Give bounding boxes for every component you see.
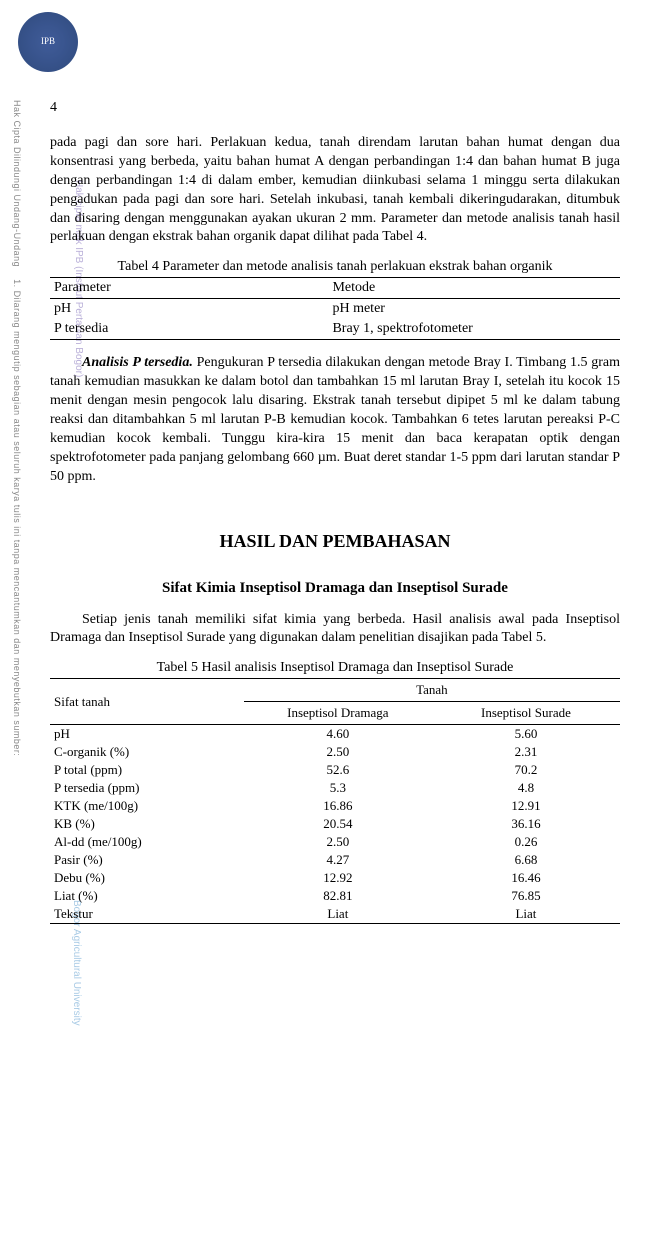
table5-cell: 6.68 xyxy=(432,851,620,869)
table5-header-tanah: Tanah xyxy=(244,679,620,702)
table4-cell: pH xyxy=(50,299,142,320)
table5-cell: Pasir (%) xyxy=(50,851,244,869)
institution-logo: IPB xyxy=(18,12,78,72)
table5-header-col2: Inseptisol Surade xyxy=(432,702,620,725)
table5-cell: C-organik (%) xyxy=(50,743,244,761)
table5-cell: 16.46 xyxy=(432,869,620,887)
table5-cell: 82.81 xyxy=(244,887,432,905)
table5-cell: pH xyxy=(50,725,244,744)
table5-cell: 20.54 xyxy=(244,815,432,833)
table5-cell: 4.60 xyxy=(244,725,432,744)
table4-header-parameter: Parameter xyxy=(50,278,142,299)
watermark-blue: Bogor Agricultural University xyxy=(68,900,82,1200)
table5-cell: Al-dd (me/100g) xyxy=(50,833,244,851)
table-row: pH pH meter xyxy=(50,299,620,320)
table5-cell: 4.8 xyxy=(432,779,620,797)
heading-hasil: HASIL DAN PEMBAHASAN xyxy=(50,531,620,552)
table4-caption: Tabel 4 Parameter dan metode analisis ta… xyxy=(50,259,620,275)
table4-cell: P tersedia xyxy=(50,319,142,340)
table4-cell: Bray 1, spektrofotometer xyxy=(142,319,620,340)
table-row: Tekstur Liat Liat xyxy=(50,905,620,924)
table-row: pH 4.60 5.60 xyxy=(50,725,620,744)
copyright-vertical-text: Hak Cipta Dilindungi Undang-Undang 1. Di… xyxy=(8,100,22,800)
table5-caption: Tabel 5 Hasil analisis Inseptisol Dramag… xyxy=(50,660,620,676)
table-row: KTK (me/100g) 16.86 12.91 xyxy=(50,797,620,815)
table5-cell: P total (ppm) xyxy=(50,761,244,779)
table5-cell: KTK (me/100g) xyxy=(50,797,244,815)
logo-text: IPB xyxy=(41,37,55,47)
table5-header-col1: Inseptisol Dramaga xyxy=(244,702,432,725)
table5-cell: 0.26 xyxy=(432,833,620,851)
table-row: Pasir (%) 4.27 6.68 xyxy=(50,851,620,869)
table5-cell: 52.6 xyxy=(244,761,432,779)
page-content: 4 pada pagi dan sore hari. Perlakuan ked… xyxy=(50,100,620,924)
table-row: KB (%) 20.54 36.16 xyxy=(50,815,620,833)
para2-rest: Pengukuran P tersedia dilakukan dengan m… xyxy=(50,355,620,483)
table5-cell: 5.3 xyxy=(244,779,432,797)
table4-header-row: Parameter Metode xyxy=(50,278,620,299)
paragraph-analisis: Analisis P tersedia. Pengukuran P tersed… xyxy=(50,354,620,486)
table5-cell: 36.16 xyxy=(432,815,620,833)
table5-cell: 5.60 xyxy=(432,725,620,744)
table4: Parameter Metode pH pH meter P tersedia … xyxy=(50,277,620,340)
page-number: 4 xyxy=(50,100,620,116)
table5-cell: 2.50 xyxy=(244,833,432,851)
table-row: Liat (%) 82.81 76.85 xyxy=(50,887,620,905)
table5: Sifat tanah Tanah Inseptisol Dramaga Ins… xyxy=(50,678,620,924)
table5-cell: 12.91 xyxy=(432,797,620,815)
table5-cell: 70.2 xyxy=(432,761,620,779)
table-row: C-organik (%) 2.50 2.31 xyxy=(50,743,620,761)
table5-header-row1: Sifat tanah Tanah xyxy=(50,679,620,702)
table4-cell: pH meter xyxy=(142,299,620,320)
table5-cell: 2.50 xyxy=(244,743,432,761)
table4-header-metode: Metode xyxy=(142,278,620,299)
table5-cell: 2.31 xyxy=(432,743,620,761)
table5-cell: KB (%) xyxy=(50,815,244,833)
table-row: P total (ppm) 52.6 70.2 xyxy=(50,761,620,779)
table5-cell: 16.86 xyxy=(244,797,432,815)
table5-cell: Debu (%) xyxy=(50,869,244,887)
table-row: Al-dd (me/100g) 2.50 0.26 xyxy=(50,833,620,851)
table-row: Debu (%) 12.92 16.46 xyxy=(50,869,620,887)
table5-cell: Liat (%) xyxy=(50,887,244,905)
table5-cell: Tekstur xyxy=(50,905,244,924)
paragraph-intro: pada pagi dan sore hari. Perlakuan kedua… xyxy=(50,134,620,247)
table5-cell: 12.92 xyxy=(244,869,432,887)
table5-cell: Liat xyxy=(432,905,620,924)
table-row: P tersedia (ppm) 5.3 4.8 xyxy=(50,779,620,797)
para2-lead: Analisis P tersedia. xyxy=(82,355,193,370)
paragraph-sifat: Setiap jenis tanah memiliki sifat kimia … xyxy=(50,611,620,649)
table5-cell: 4.27 xyxy=(244,851,432,869)
table5-cell: 76.85 xyxy=(432,887,620,905)
table5-header-sifat: Sifat tanah xyxy=(50,679,244,725)
heading-sifat: Sifat Kimia Inseptisol Dramaga dan Insep… xyxy=(50,580,620,597)
table-row: P tersedia Bray 1, spektrofotometer xyxy=(50,319,620,340)
table5-cell: Liat xyxy=(244,905,432,924)
table5-cell: P tersedia (ppm) xyxy=(50,779,244,797)
